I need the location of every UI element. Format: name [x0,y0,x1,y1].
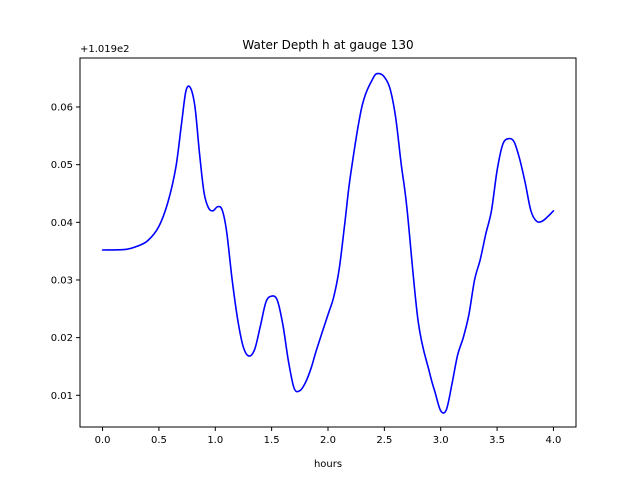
x-tick-label: 3.5 [489,435,505,446]
y-tick-label: 0.06 [51,103,73,114]
y-offset-label: +1.019e2 [80,44,130,55]
x-tick-label: 4.0 [546,435,562,446]
y-tick-label: 0.02 [51,333,73,344]
x-tick-label: 3.0 [433,435,449,446]
x-tick-label: 1.5 [264,435,280,446]
y-tick-label: 0.01 [51,391,73,402]
y-tick-label: 0.04 [51,218,73,229]
y-tick-label: 0.03 [51,275,73,286]
series-line [101,72,555,414]
x-tick-label: 0.5 [151,435,167,446]
plot-area [80,58,576,427]
x-tick-label: 1.0 [207,435,223,446]
x-tick-label: 0.0 [95,435,111,446]
x-tick-label: 2.5 [376,435,392,446]
x-axis: 0.0 0.5 1.0 1.5 2.0 2.5 3.0 3.5 4.0 [95,427,562,446]
chart-title: Water Depth h at gauge 130 [242,38,413,52]
x-axis-label: hours [314,459,342,470]
y-axis: 0.01 0.02 0.03 0.04 0.05 0.06 [51,103,80,402]
y-tick-label: 0.05 [51,160,73,171]
x-tick-label: 2.0 [320,435,336,446]
series-layer [101,72,555,414]
